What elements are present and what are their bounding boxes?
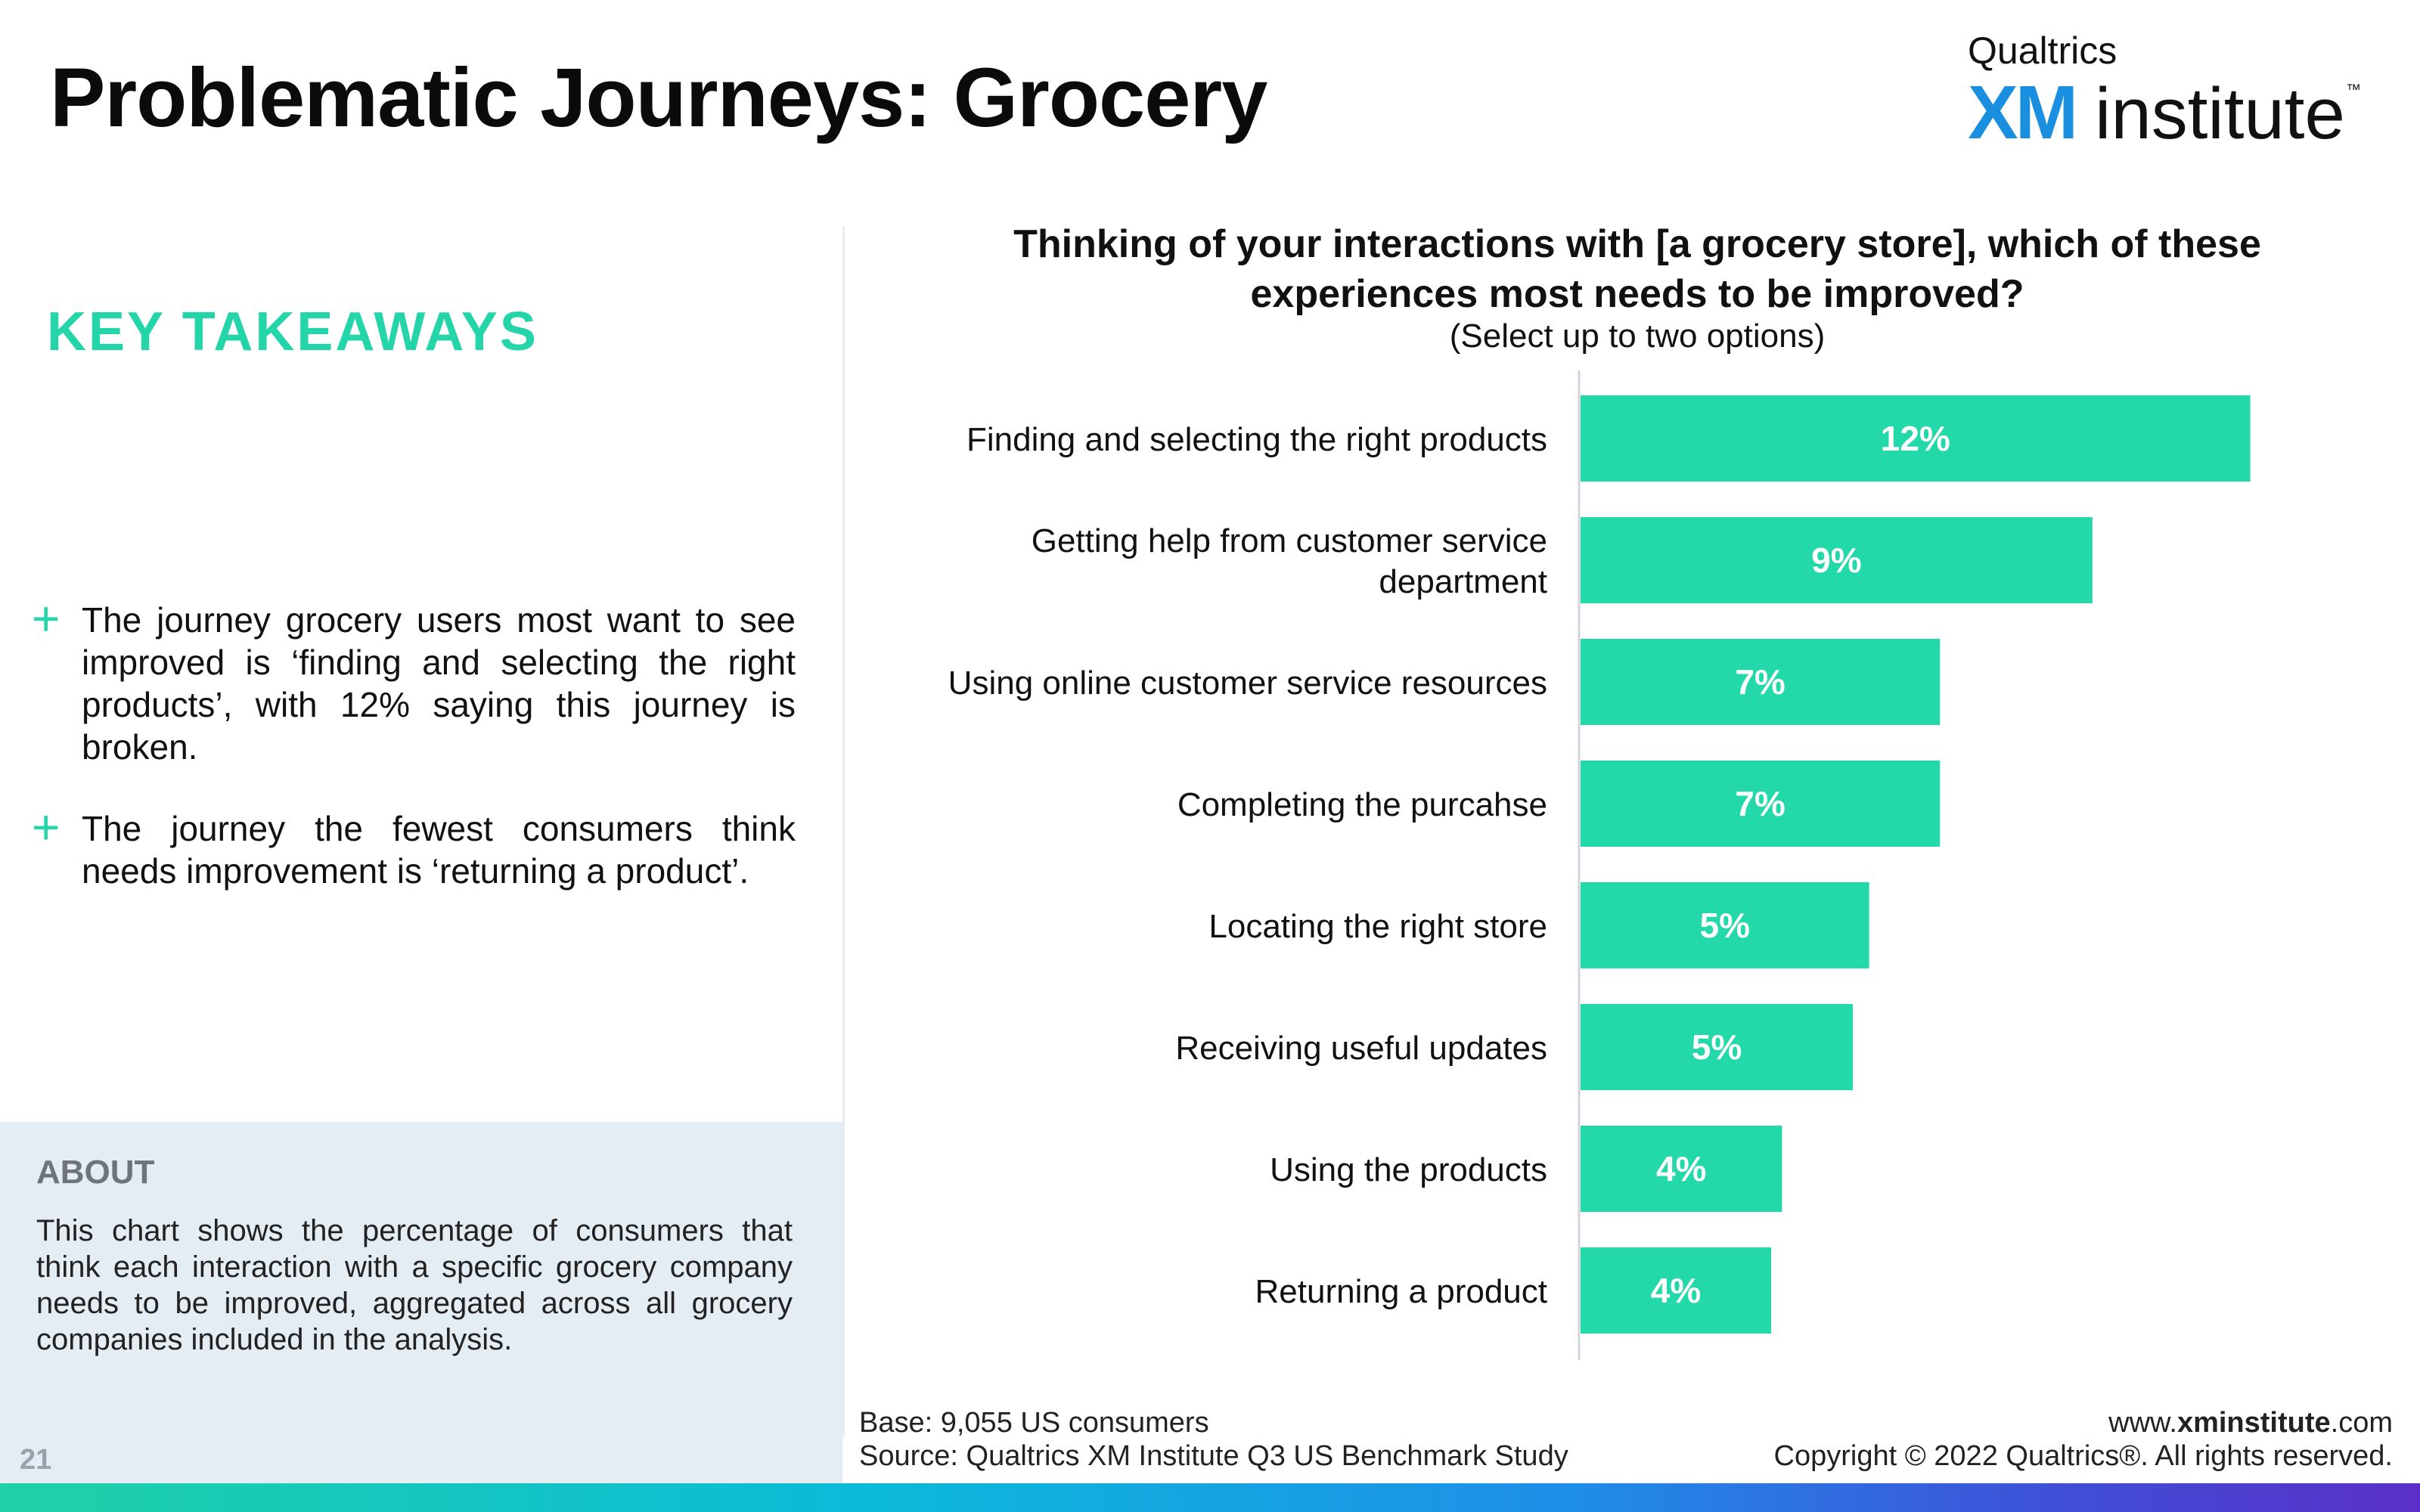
about-heading: ABOUT <box>36 1154 155 1191</box>
data-label: 9% <box>1811 541 1861 580</box>
logo-xm: XM <box>1968 70 2078 155</box>
category-label: Finding and selecting the right products <box>966 421 1547 458</box>
chart-title: Thinking of your interactions with [a gr… <box>1013 222 2261 316</box>
category-label: Locating the right store <box>1208 908 1547 945</box>
category-label: department <box>1379 563 1547 600</box>
base-note: Base: 9,055 US consumers <box>859 1407 1209 1439</box>
data-label: 7% <box>1735 662 1785 702</box>
category-label: Returning a product <box>1255 1273 1547 1310</box>
bar <box>1581 639 1941 725</box>
vertical-divider <box>842 227 845 1436</box>
source-note: Source: Qualtrics XM Institute Q3 US Ben… <box>859 1440 1568 1472</box>
gradient-footer-bar <box>0 1483 2420 1512</box>
logo-institute: institute <box>2095 73 2345 154</box>
data-label: 5% <box>1692 1027 1742 1067</box>
bar-chart: 12% Finding and selecting the right produ… <box>948 370 2251 1360</box>
page-title: Problematic Journeys: Grocery <box>50 51 1267 144</box>
takeaway-item: + The journey grocery users most want to… <box>32 591 796 768</box>
data-label: 12% <box>1881 419 1950 458</box>
takeaway-text: The journey grocery users most want to s… <box>82 600 796 767</box>
footer-source: Base: 9,055 US consumers Source: Qualtri… <box>859 1406 1568 1473</box>
bar <box>1581 882 1869 968</box>
bar <box>1581 761 1941 847</box>
bar <box>1581 1247 1771 1334</box>
data-label: 5% <box>1700 906 1750 945</box>
takeaway-item: + The journey the fewest consumers think… <box>32 800 796 892</box>
plus-icon: + <box>32 800 60 854</box>
page-number: 21 <box>20 1444 52 1476</box>
plus-icon: + <box>32 591 60 646</box>
data-label: 7% <box>1735 784 1785 823</box>
category-label: Receiving useful updates <box>1175 1030 1547 1067</box>
key-takeaways-heading: KEY TAKEAWAYS <box>47 302 538 362</box>
website-link[interactable]: www.xminstitute.com <box>2108 1407 2393 1439</box>
about-text: This chart shows the percentage of consu… <box>36 1214 793 1356</box>
bar <box>1581 395 2251 482</box>
bar <box>1581 517 2093 603</box>
category-label: Completing the purcahse <box>1177 786 1547 823</box>
data-label: 4% <box>1651 1271 1701 1310</box>
category-label: Using online customer service resources <box>948 665 1547 702</box>
category-label: Getting help from customer service <box>1032 522 1547 559</box>
bar <box>1581 1126 1782 1212</box>
data-label: 4% <box>1656 1149 1706 1188</box>
takeaways-list: + The journey grocery users most want to… <box>32 591 796 931</box>
bar <box>1581 1004 1853 1090</box>
xm-institute-logo: Qualtrics XM institute ™ <box>1968 29 2361 155</box>
chart-subtitle: (Select up to two options) <box>1449 318 1826 355</box>
takeaway-text: The journey the fewest consumers think n… <box>82 809 796 891</box>
about-panel: ABOUT This chart shows the percentage of… <box>0 1122 842 1485</box>
footer-copyright: www.xminstitute.com Copyright © 2022 Qua… <box>1774 1406 2393 1473</box>
logo-company: Qualtrics <box>1968 29 2118 72</box>
category-label: Using the products <box>1270 1151 1547 1188</box>
copyright-text: Copyright © 2022 Qualtrics®. All rights … <box>1773 1440 2393 1472</box>
logo-trademark: ™ <box>2346 82 2361 98</box>
